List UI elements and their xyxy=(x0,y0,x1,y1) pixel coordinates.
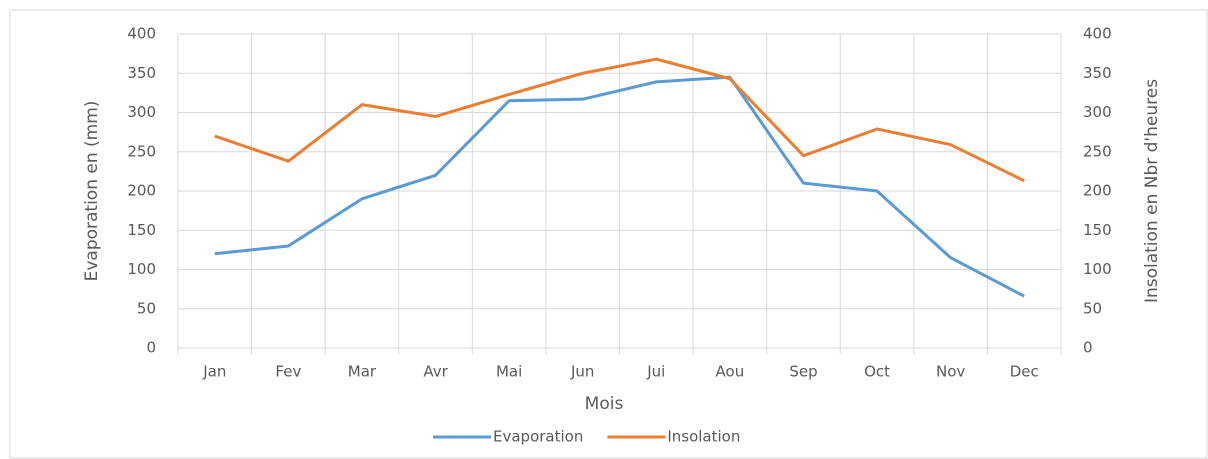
x-tick-label: Fev xyxy=(275,363,301,381)
x-tick-label: Jun xyxy=(570,363,594,381)
y-tick-label: 50 xyxy=(137,299,156,317)
chart-frame xyxy=(9,9,1208,459)
y2-tick-label: 50 xyxy=(1083,299,1102,317)
y2-tick-label: 250 xyxy=(1083,142,1112,160)
y2-tick-label: 100 xyxy=(1083,260,1112,278)
x-tick-label: Dec xyxy=(1010,363,1039,381)
y-tick-label: 250 xyxy=(127,142,156,160)
x-tick-label: Mar xyxy=(348,363,377,381)
y-tick-label: 400 xyxy=(127,25,156,43)
x-tick-label: Sep xyxy=(789,363,817,381)
y2-tick-label: 0 xyxy=(1083,339,1093,357)
y-axis-title: Evaporation en (mm) xyxy=(82,101,102,282)
y2-axis-title: Insolation en Nbr d'heures xyxy=(1142,79,1162,303)
legend-label: Insolation xyxy=(667,428,740,446)
y2-tick-label: 200 xyxy=(1083,182,1112,200)
series-line xyxy=(214,75,1025,298)
x-tick-label: Nov xyxy=(936,363,965,381)
y-tick-label: 100 xyxy=(127,260,156,278)
y2-tick-label: 300 xyxy=(1083,103,1112,121)
x-tick-label: Mai xyxy=(496,363,522,381)
legend-label: Evaporation xyxy=(493,428,583,446)
x-tick-label: Oct xyxy=(864,363,890,381)
y2-tick-label: 400 xyxy=(1083,25,1112,43)
y-tick-label: 300 xyxy=(127,103,156,121)
series-line xyxy=(214,57,1025,183)
y-tick-label: 0 xyxy=(146,339,156,357)
y-tick-label: 350 xyxy=(127,64,156,82)
y2-tick-label: 350 xyxy=(1083,64,1112,82)
y-tick-label: 150 xyxy=(127,221,156,239)
x-tick-label: Jan xyxy=(202,363,226,381)
y-tick-label: 200 xyxy=(127,182,156,200)
x-tick-label: Jui xyxy=(646,363,665,381)
y2-tick-label: 150 xyxy=(1083,221,1112,239)
x-axis-title: Mois xyxy=(585,394,624,414)
x-tick-label: Aou xyxy=(716,363,745,381)
x-tick-label: Avr xyxy=(423,363,448,381)
